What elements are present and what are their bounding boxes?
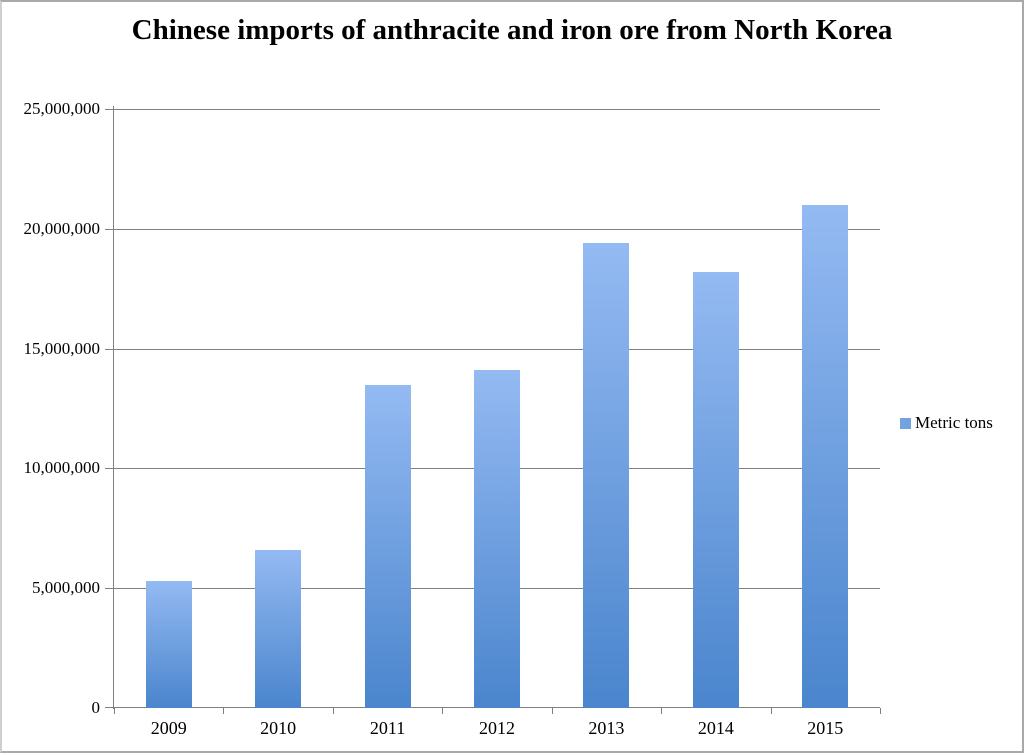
y-axis-tick-label: 15,000,000 (23, 338, 101, 358)
x-axis-tick (770, 708, 772, 714)
gridline (114, 109, 880, 110)
x-axis-label-2013: 2013 (588, 718, 625, 738)
bar-2009 (145, 581, 192, 708)
bar-2013 (583, 243, 630, 708)
y-axis-tick-label: 25,000,000 (23, 99, 101, 118)
x-axis-tick (661, 708, 663, 714)
y-axis-tick (105, 109, 114, 110)
plot-area: 0 5,000,000 10,000,000 15,000,000 20,000,000… (24, 99, 881, 738)
y-axis-tick-label: 5,000,000 (32, 578, 100, 598)
x-axis-label-2014: 2014 (697, 718, 734, 738)
chart-title: Chinese imports of anthracite and iron o… (131, 14, 893, 46)
legend: Metric tons (900, 413, 993, 433)
x-axis-tick (332, 708, 334, 714)
legend-label: Metric tons (915, 413, 993, 432)
bar-2014 (692, 271, 739, 708)
x-axis-tick (442, 708, 444, 714)
bar-2015 (802, 204, 849, 708)
bar-2011 (364, 384, 411, 708)
y-axis-tick-label: 20,000,000 (23, 218, 101, 238)
x-axis-label-2011: 2011 (369, 718, 406, 738)
y-axis-tick (105, 348, 114, 350)
x-axis-tick (880, 708, 881, 714)
x-axis-tick (114, 708, 115, 714)
y-axis-tick (105, 707, 114, 708)
y-axis-tick-label: 10,000,000 (23, 458, 101, 478)
bar-2010 (255, 549, 302, 708)
y-axis-tick (105, 228, 114, 230)
x-axis-tick (223, 708, 225, 714)
y-axis-line (113, 106, 114, 709)
x-axis-label-2015: 2015 (807, 718, 844, 738)
y-axis-tick (105, 468, 114, 470)
legend-swatch-icon (900, 417, 911, 429)
y-axis-tick (105, 588, 114, 590)
gridline (114, 228, 880, 230)
x-axis-label-2012: 2012 (478, 718, 515, 738)
x-axis-tick (551, 708, 553, 714)
y-axis-tick-label: 0 (91, 698, 101, 717)
gridline (114, 348, 880, 350)
x-axis-label-2010: 2010 (260, 718, 297, 738)
bar-2012 (474, 370, 520, 708)
x-axis-label-2009: 2009 (150, 718, 187, 738)
